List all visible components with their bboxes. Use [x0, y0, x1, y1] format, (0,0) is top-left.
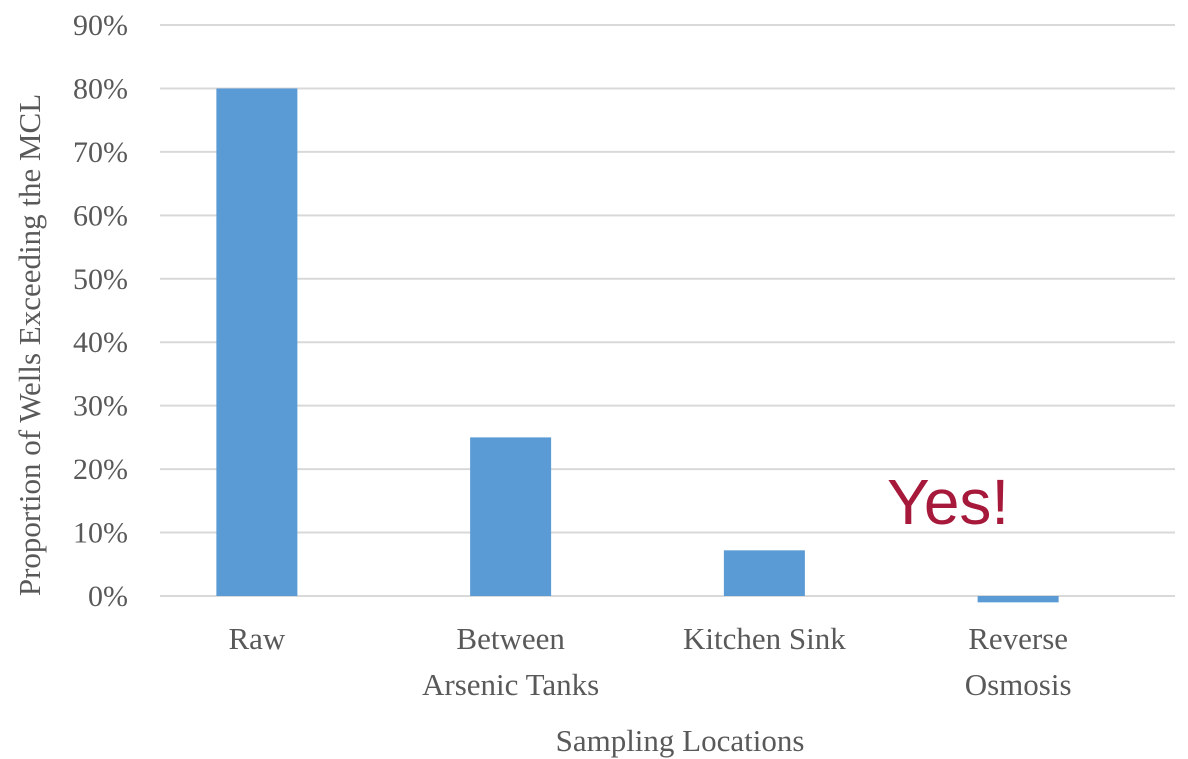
category-label: Between Arsenic Tanks [422, 621, 599, 702]
y-tick-label: 30% [73, 390, 128, 423]
y-tick-label: 50% [73, 263, 128, 296]
bar [470, 437, 552, 596]
y-tick-label: 0% [88, 580, 128, 613]
x-axis-title: Sampling Locations [556, 723, 805, 758]
y-tick-label: 90% [73, 9, 128, 42]
bar [723, 550, 805, 596]
bars [216, 88, 1059, 603]
y-tick-label: 60% [73, 199, 128, 232]
category-label: Kitchen Sink [683, 621, 846, 656]
y-tick-labels: 0% 10% 20% 30% 40% 50% 60% 70% 80% 90% [73, 9, 128, 613]
gridlines [160, 24, 1175, 597]
category-labels: Raw Between Arsenic Tanks Kitchen Sink Rever… [228, 621, 1071, 702]
bar [216, 88, 298, 596]
y-axis-title: Proportion of Wells Exceeding the MCL [12, 94, 47, 596]
y-tick-label: 80% [73, 72, 128, 105]
category-label: Raw [228, 621, 285, 656]
category-label: Reverse Osmosis [965, 621, 1072, 702]
y-tick-label: 40% [73, 326, 128, 359]
bar [977, 596, 1059, 603]
y-tick-label: 20% [73, 453, 128, 486]
annotation-yes: Yes! [887, 466, 1009, 538]
y-tick-label: 70% [73, 136, 128, 169]
y-tick-label: 10% [73, 517, 128, 550]
